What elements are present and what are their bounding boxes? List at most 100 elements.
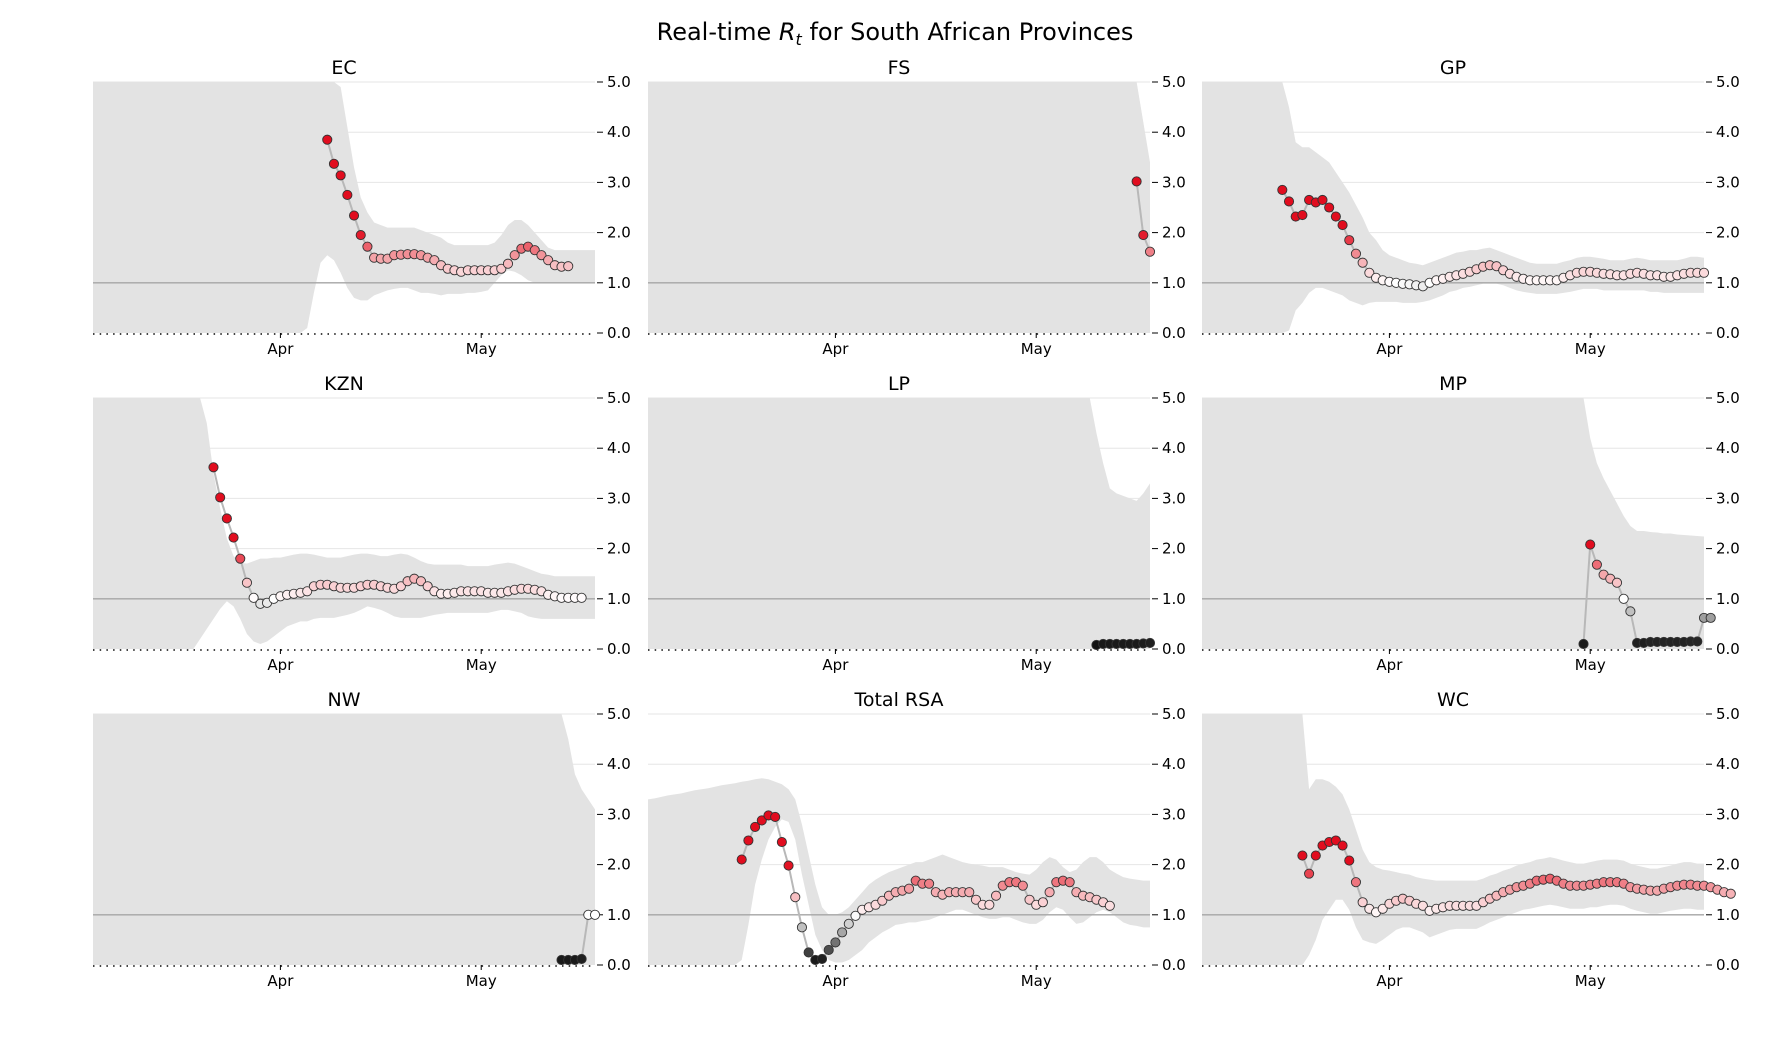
y-tick-label: 3.0 [1716,173,1740,191]
y-tick-label: 2.0 [607,540,631,558]
rt-point [970,894,982,905]
rt-point [1344,855,1355,866]
rt-point [1330,211,1341,222]
y-tick-label: 3.0 [607,173,631,191]
x-tick-label: May [1021,972,1052,990]
y-tick-label: 5.0 [1716,73,1740,91]
y-tick-label: 5.0 [607,389,631,407]
rt-point [395,581,406,592]
rt-point [576,953,587,965]
y-tick-label: 4.0 [1716,123,1740,141]
panel-title: EC [331,57,356,79]
x-tick-label: May [1575,340,1606,358]
rt-point [576,592,587,603]
rt-point [208,462,219,473]
rt-point [1144,246,1156,257]
panel-title: MP [1439,373,1467,395]
confidence-band [1202,82,1704,333]
rt-point [529,245,540,256]
x-tick-label: Apr [822,972,849,990]
rt-point [1131,176,1142,187]
rt-point [991,890,1002,901]
rt-point [348,210,360,221]
rt-point [1283,196,1295,207]
y-tick-label: 3.0 [1716,489,1740,507]
x-tick-label: Apr [267,340,294,358]
rt-point [1138,230,1149,241]
rt-point [1350,248,1361,259]
rt-point [924,878,935,889]
panel-ec: EC Apr May 0.0 1.0 2.0 3.0 4.0 5.0 [93,57,631,358]
rt-point [776,836,787,848]
rt-point [342,189,353,200]
y-tick-label: 1.0 [607,590,631,608]
x-tick-label: Apr [822,340,849,358]
rt-point [1324,202,1335,213]
panel-total-rsa: Total RSA Apr May 0.0 1.0 2.0 3.0 4.0 5.0 [648,689,1186,990]
confidence-band [648,82,1150,333]
y-tick-label: 2.0 [607,856,631,874]
rt-point [796,922,807,933]
rt-point [1618,593,1629,604]
y-tick-label: 4.0 [1162,123,1186,141]
rt-point [589,909,601,920]
y-tick-label: 5.0 [607,73,631,91]
y-tick-label: 5.0 [1716,705,1740,723]
y-tick-label: 3.0 [1162,805,1186,823]
rt-point [362,241,373,252]
rt-point [1705,612,1716,623]
panel-title: FS [888,57,911,79]
rt-point [496,263,507,274]
rt-point [248,592,259,603]
panel-gp: GP Apr May 0.0 1.0 2.0 3.0 4.0 5.0 [1202,57,1740,358]
y-tick-label: 1.0 [607,274,631,292]
rt-point [790,892,801,903]
rt-point [1064,877,1075,888]
rt-point [964,887,975,898]
panel-title: WC [1437,689,1469,711]
y-tick-label: 5.0 [607,705,631,723]
panel-title: KZN [324,373,364,395]
rt-point [1297,850,1308,861]
y-tick-label: 3.0 [607,805,631,823]
panel-title: GP [1440,57,1466,79]
rt-point [1692,636,1703,647]
rt-point [850,910,861,921]
x-tick-label: Apr [822,656,849,674]
figure-title: Real-time Rt for South African Provinces [657,18,1134,49]
rt-point [984,899,995,910]
rt-point [1350,877,1361,888]
y-tick-label: 0.0 [1716,324,1740,342]
panel-fs: FS Apr May 0.0 1.0 2.0 3.0 4.0 5.0 [648,57,1186,358]
y-tick-label: 5.0 [1162,73,1186,91]
rt-point [1364,267,1375,278]
rt-point [322,134,333,145]
x-tick-label: May [1575,656,1606,674]
x-tick-label: May [466,340,497,358]
rt-point [1377,903,1388,914]
rt-point [903,883,915,894]
rt-point [1104,900,1115,911]
y-tick-label: 1.0 [1162,274,1186,292]
rt-point [335,170,346,181]
x-tick-label: Apr [1376,340,1403,358]
rt-point [803,947,814,958]
y-tick-label: 3.0 [1162,173,1186,191]
rt-point [843,918,854,929]
panel-wc: WC Apr May 0.0 1.0 2.0 3.0 4.0 5.0 [1202,689,1740,990]
x-tick-label: Apr [267,656,294,674]
rt-point [328,158,340,169]
y-tick-label: 0.0 [607,956,631,974]
confidence-band [93,82,595,333]
rt-point [415,576,427,587]
rt-point [1611,577,1623,588]
rt-point [1337,840,1348,851]
panel-title: LP [888,373,910,395]
y-tick-label: 5.0 [1716,389,1740,407]
panel-title: Total RSA [853,689,943,711]
x-tick-label: May [1021,340,1052,358]
rt-point [221,513,232,524]
rt-point [743,835,754,846]
rt-point [1330,835,1341,846]
rt-point [823,944,834,955]
